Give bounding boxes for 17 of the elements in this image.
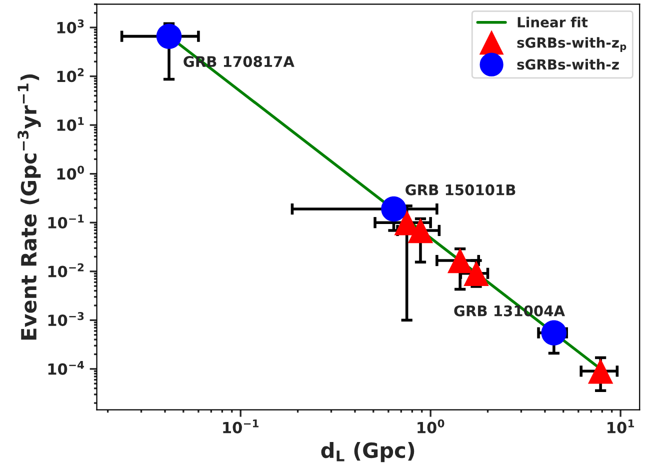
y-tick-label: 10$^{3}$ bbox=[57, 19, 84, 34]
y-tick-label: 10$^{−3}$ bbox=[48, 312, 84, 326]
annotation: GRB 150101B bbox=[406, 184, 516, 196]
y-tick-label: 10$^{−4}$ bbox=[48, 360, 84, 375]
y-tick-label: 10$^{2}$ bbox=[57, 68, 84, 82]
x-tick-label: 10$^{−1}$ bbox=[223, 420, 258, 434]
y-tick-label: 10$^{−2}$ bbox=[48, 263, 84, 278]
legend-label: sGRBs-with-z$_{p}$ bbox=[517, 37, 626, 52]
y-axis-title: Event Rate (Gpc$^{−3}$yr$^{−1}$) bbox=[18, 74, 41, 340]
y-tick-label: 10$^{0}$ bbox=[57, 166, 84, 180]
y-tick-label: 10$^{−1}$ bbox=[48, 214, 84, 229]
legend-label: Linear fit bbox=[518, 16, 588, 28]
x-tick-label: 10$^{1}$ bbox=[608, 420, 634, 434]
legend-label: sGRBs-with-z bbox=[517, 58, 619, 70]
x-axis-title: d$_{L}$ (Gpc) bbox=[321, 442, 414, 462]
x-tick-label: 10$^{0}$ bbox=[418, 419, 444, 434]
y-tick-label: 10$^{1}$ bbox=[57, 117, 84, 131]
